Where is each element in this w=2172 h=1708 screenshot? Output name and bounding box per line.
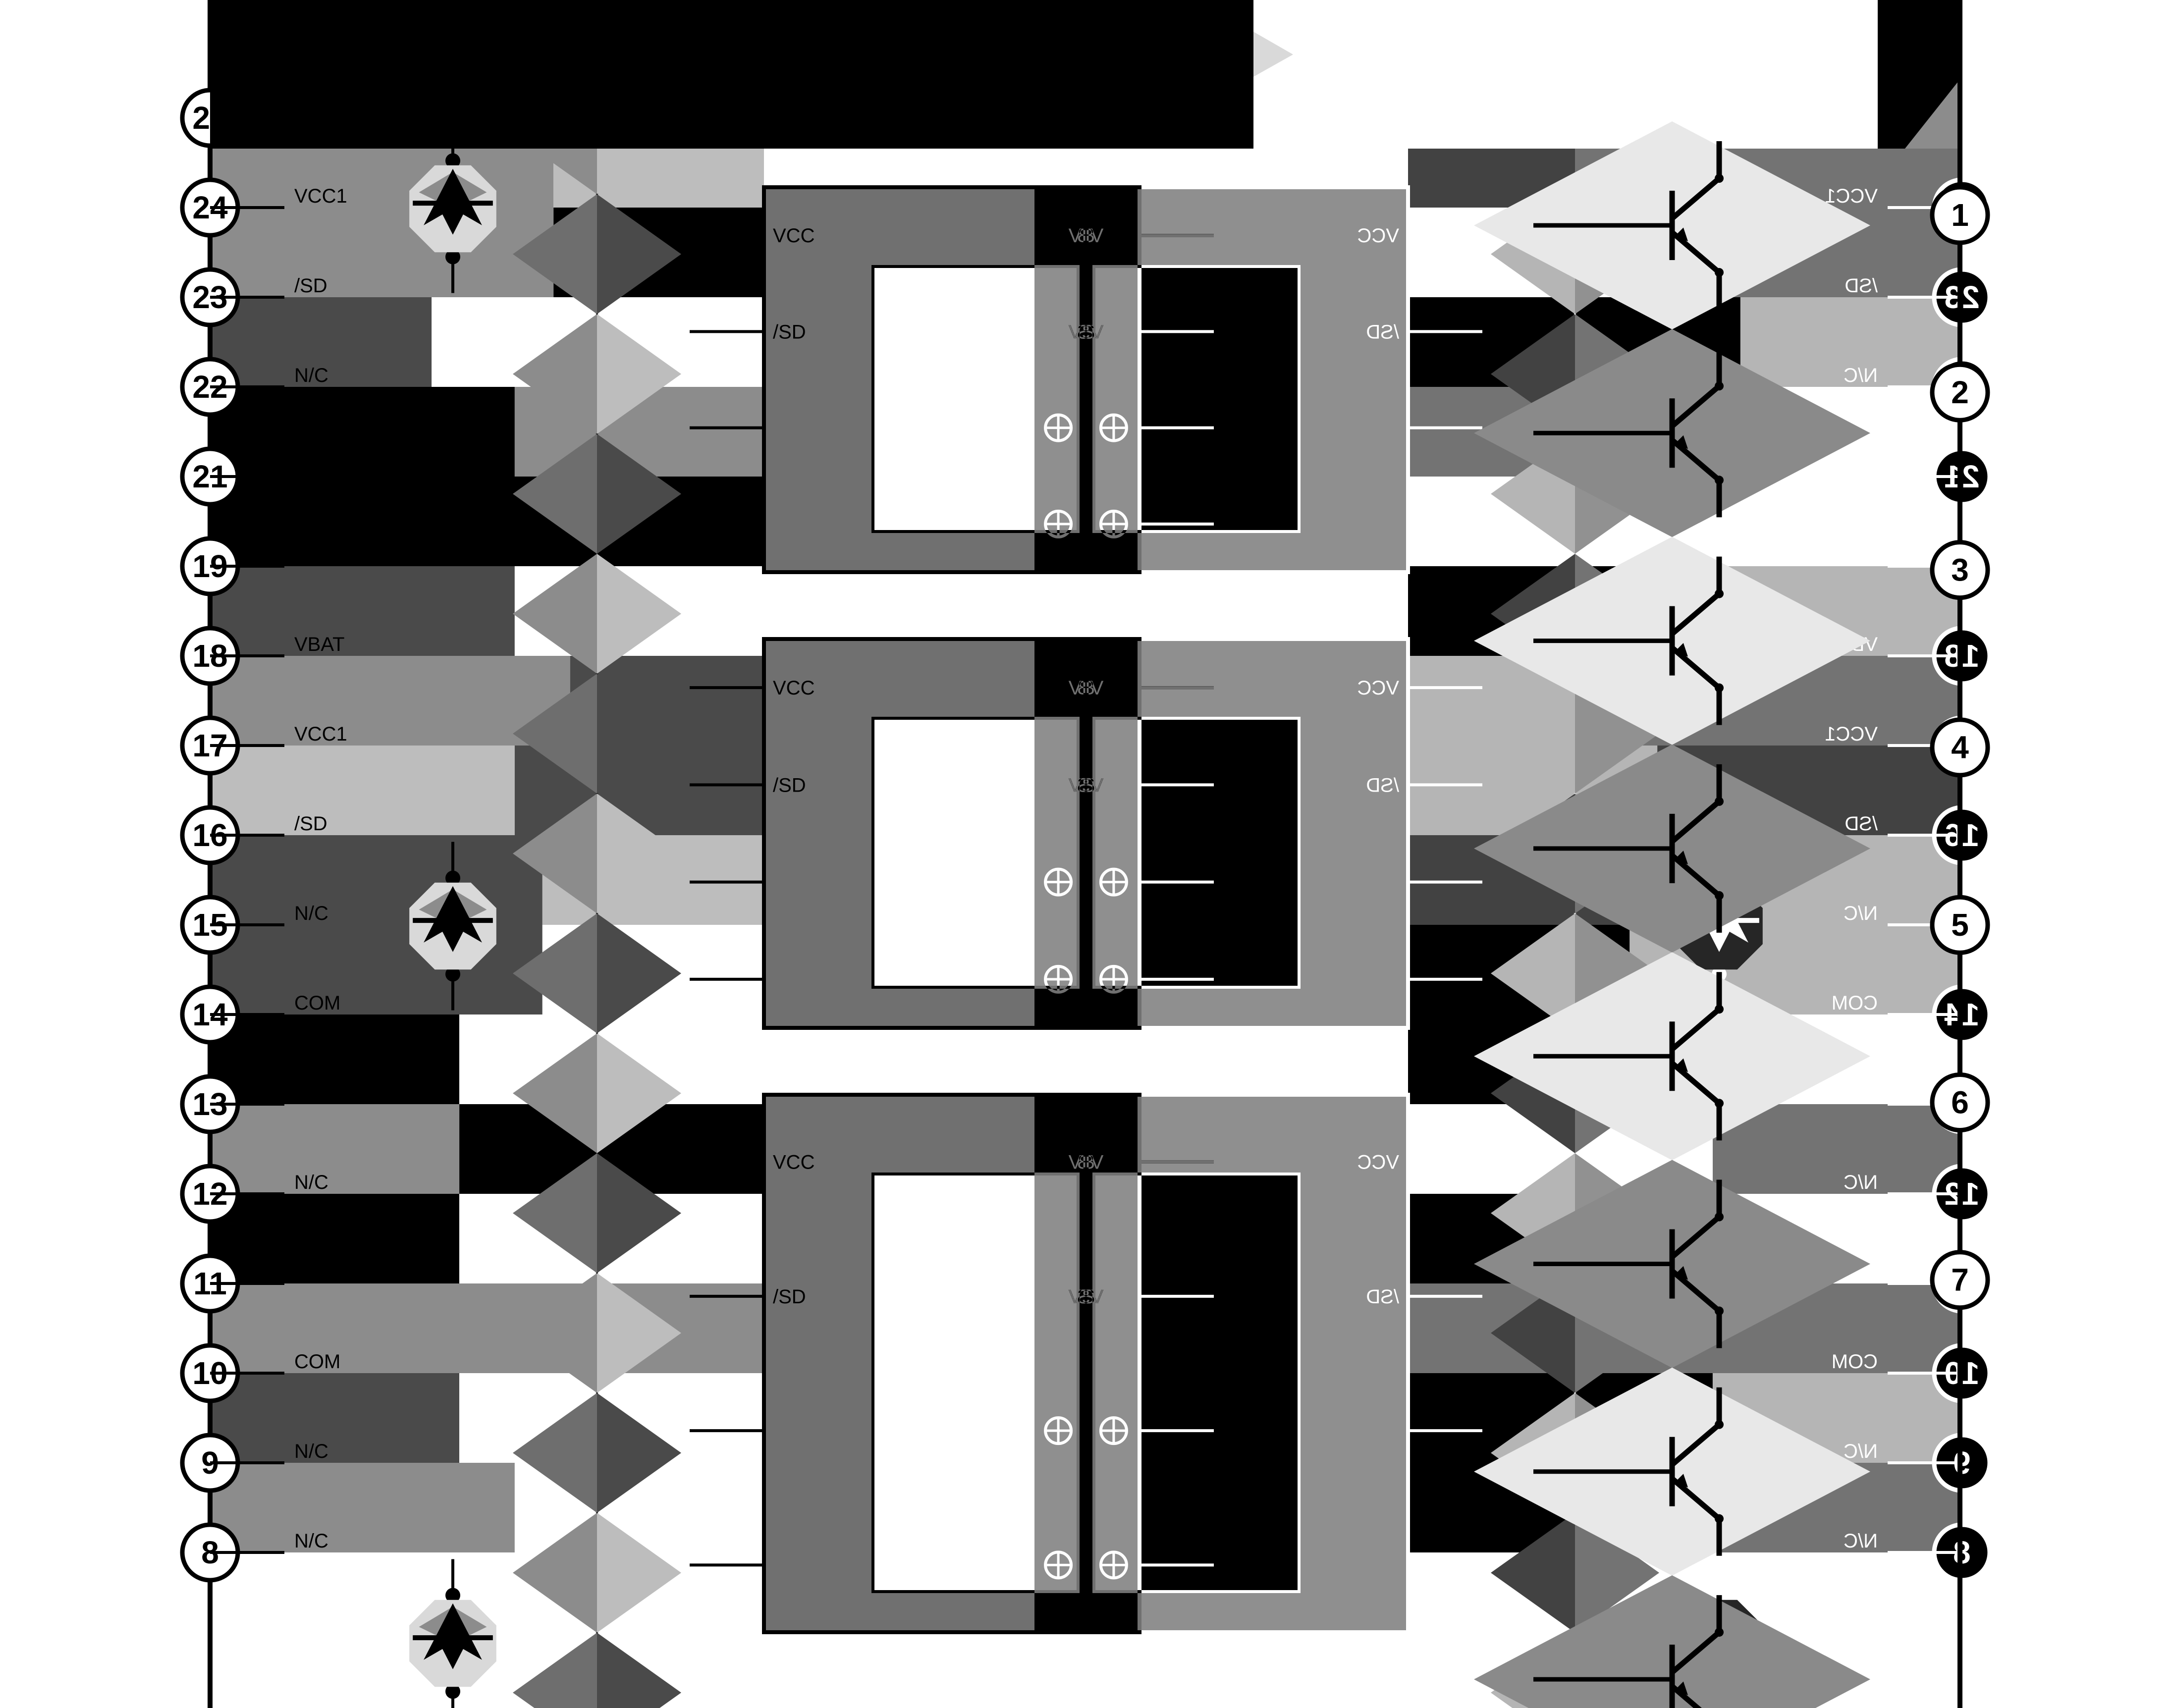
svg-text:6: 6 (1951, 1084, 1969, 1120)
svg-text:5: 5 (1951, 907, 1969, 943)
svg-text:2: 2 (1951, 374, 1969, 410)
svg-text:7: 7 (1951, 1262, 1969, 1298)
svg-text:3: 3 (1951, 552, 1969, 587)
svg-text:4: 4 (1951, 730, 1969, 765)
svg-text:1: 1 (1951, 197, 1969, 233)
